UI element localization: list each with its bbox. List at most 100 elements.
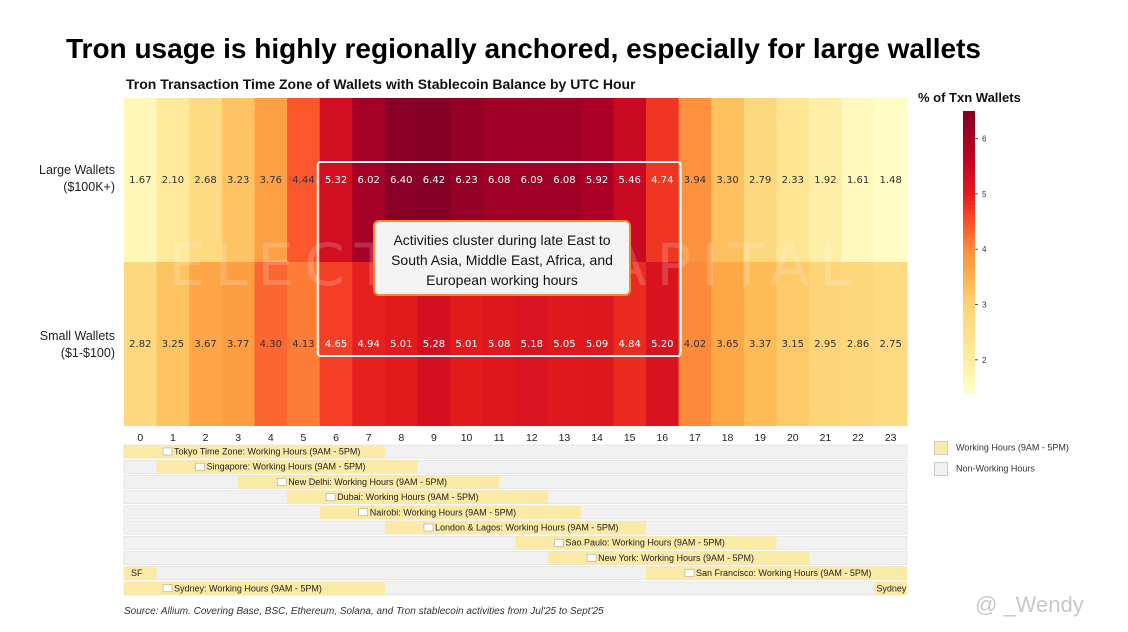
colorbar-segment [963,350,975,356]
legend-nonworking-swatch [934,462,948,476]
cell-value-label: 5.01 [455,339,477,350]
x-tick-label: 3 [235,432,241,444]
colorbar-segment [963,303,975,309]
x-tick-label: 12 [526,432,538,444]
cell-value-label: 1.61 [847,175,869,186]
colorbar-tick-label: 6 [982,135,987,144]
cell-value-label: 3.65 [716,339,738,350]
colorbar-segment [963,242,975,248]
colorbar-segment [963,388,975,394]
x-tick-label: 13 [559,432,571,444]
heatmap-cell [124,262,158,426]
uae-flag-icon [325,493,336,501]
colorbar-segment [963,275,975,281]
cell-value-label: 4.74 [651,175,673,186]
cell-value-label: 3.67 [194,339,216,350]
heatmap-cell [319,98,353,262]
colorbar-segment [963,266,975,272]
timezone-label: Dubai: Working Hours (9AM - 5PM) [337,492,478,502]
heatmap-cell [189,262,223,426]
colorbar-segment [963,270,975,277]
timezone-label: Sao Paulo: Working Hours (9AM - 5PM) [566,538,725,548]
heatmap-cell [646,262,680,426]
heatmap-cell [743,98,778,262]
cell-value-label: 4.94 [358,339,380,350]
x-tick-label: 19 [754,432,766,444]
colorbar-segment [963,374,975,380]
source-note: Source: Allium. Covering Base, BSC, Ethe… [124,606,604,617]
heatmap-cell [809,262,843,426]
x-tick-label: 22 [852,432,864,444]
row-label-large-line2: ($100K+) [63,180,115,194]
cell-value-label: 5.32 [325,175,347,186]
heatmap-cell [776,262,810,426]
row-label-large: Large Wallets ($100K+) [5,162,115,196]
working-hours-bar [287,490,549,504]
colorbar-segment [963,237,975,244]
x-tick-label: 11 [494,432,505,444]
cell-value-label: 4.65 [325,339,347,350]
heatmap-cell [189,98,223,262]
colorbar-segment [963,317,975,324]
cell-value-label: 2.10 [162,175,184,186]
x-tick-label: 10 [461,432,473,444]
colorbar-segment [963,360,975,366]
cell-value-label: 3.30 [716,175,738,186]
heatmap-cell [711,262,745,426]
colorbar-segment [963,195,975,201]
colorbar-segment [963,181,975,187]
cell-value-label: 2.86 [847,339,869,350]
cell-value-label: 5.05 [553,339,575,350]
heatmap-cell [711,98,745,262]
cell-value-label: 2.75 [880,339,902,350]
colorbar-segment [963,115,975,121]
colorbar-tick-label: 4 [982,245,987,254]
row-label-large-line1: Large Wallets [39,163,115,177]
brazil-flag-icon [554,538,564,547]
colorbar-segment [963,158,975,164]
heatmap-cell [874,262,908,426]
colorbar-segment [963,256,975,262]
x-tick-label: 7 [366,432,372,444]
cell-value-label: 4.84 [619,339,641,350]
cell-value-label: 2.68 [194,175,216,186]
timezone-label: New Delhi: Working Hours (9AM - 5PM) [288,477,447,487]
x-tick-label: 4 [268,432,274,444]
colorbar-segment [963,129,975,136]
heatmap-cell [156,262,190,426]
cell-value-label: 1.67 [129,175,151,186]
heatmap-cell [776,98,810,262]
australia-flag-icon [162,584,173,593]
cell-value-label: 4.44 [292,175,314,186]
cell-value-label: 5.28 [423,339,445,350]
sydney-extra-label: Sydney [876,583,907,593]
colorbar-segment [963,172,975,178]
colorbar-segment [963,214,975,220]
cell-value-label: 3.77 [227,339,249,350]
working-hours-bar [874,581,907,595]
colorbar-segment [963,134,975,140]
cell-value-label: 2.79 [749,175,771,186]
colorbar-segment [963,205,975,211]
x-tick-label: 1 [170,432,176,444]
timezone-label: Nairobi: Working Hours (9AM - 5PM) [370,507,516,517]
colorbar-segment [963,228,975,234]
colorbar-segment [963,219,975,225]
x-tick-label: 8 [398,432,404,444]
working-hours-bar [319,505,581,519]
annotation-callout: Activities cluster during late East to S… [373,220,631,296]
x-tick-label: 2 [203,432,209,444]
timezone-label: New York: Working Hours (9AM - 5PM) [598,553,754,563]
watermark-text: @ _Wendy [975,592,1084,617]
colorbar-segment [963,252,975,258]
colorbar-segment [963,284,975,291]
colorbar-segment [963,289,975,295]
timezone-label: San Francisco: Working Hours (9AM - 5PM) [696,568,871,578]
working-hours-bar [156,460,418,474]
x-tick-label: 20 [787,432,799,444]
colorbar-segment [963,139,975,145]
working-hours-bar [548,551,810,565]
x-tick-label: 21 [820,432,832,444]
timezone-label: Singapore: Working Hours (9AM - 5PM) [207,462,366,472]
japan-flag-icon [162,447,173,456]
